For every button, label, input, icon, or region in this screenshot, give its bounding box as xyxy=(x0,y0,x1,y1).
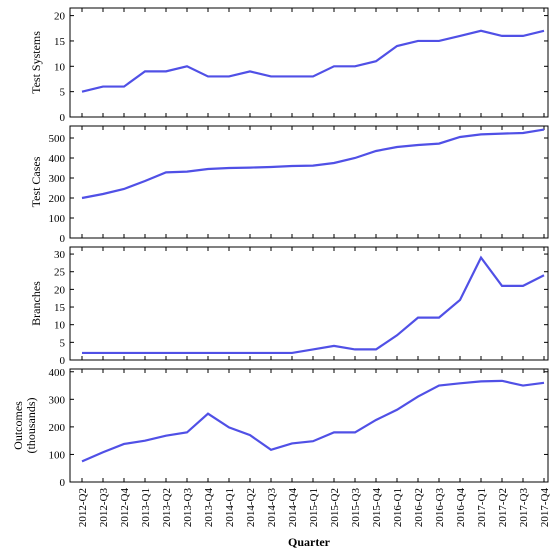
y-axis-label-line: (thousands) xyxy=(24,398,38,454)
y-tick-label: 100 xyxy=(49,449,66,461)
y-tick-label: 200 xyxy=(49,422,66,434)
x-tick-label: 2012-Q3 xyxy=(98,488,110,528)
y-axis-label-line: Branches xyxy=(29,281,43,326)
y-axis-label-line: Outcomes xyxy=(11,401,25,450)
y-tick-label: 5 xyxy=(60,337,66,349)
y-axis-label: Test Cases xyxy=(29,156,43,207)
x-axis-label: Quarter xyxy=(288,535,331,549)
y-tick-label: 300 xyxy=(49,394,66,406)
y-tick-label: 400 xyxy=(49,367,66,379)
y-tick-label: 20 xyxy=(54,284,66,296)
series-line xyxy=(81,29,545,93)
y-axis-label-line: Test Systems xyxy=(29,31,43,94)
series-line xyxy=(81,379,545,463)
x-tick-label: 2012-Q4 xyxy=(119,488,131,528)
y-tick-label: 10 xyxy=(54,320,66,332)
x-tick-label: 2013-Q3 xyxy=(182,488,194,528)
x-tick-label: 2013-Q4 xyxy=(203,488,215,528)
plot-frame xyxy=(69,246,549,361)
y-tick-label: 5 xyxy=(60,87,66,99)
y-tick-label: 200 xyxy=(49,193,66,205)
x-tick-label: 2017-Q3 xyxy=(518,488,530,528)
x-tick-label: 2017-Q1 xyxy=(476,488,488,527)
plot-frame xyxy=(69,368,549,483)
y-tick-label: 0 xyxy=(60,355,66,367)
x-tick-label: 2013-Q1 xyxy=(140,488,152,527)
y-tick-label: 10 xyxy=(54,61,66,73)
x-tick-label: 2013-Q2 xyxy=(161,488,173,527)
series-line xyxy=(81,128,545,200)
x-tick-label: 2015-Q2 xyxy=(329,488,341,527)
plot-frame xyxy=(69,125,549,239)
plot-frame xyxy=(69,7,549,118)
y-axis-label-line: Test Cases xyxy=(29,156,43,207)
x-tick-label: 2015-Q1 xyxy=(308,488,320,527)
y-tick-label: 0 xyxy=(60,477,66,489)
y-tick-label: 100 xyxy=(49,213,66,225)
y-tick-label: 500 xyxy=(49,133,66,145)
y-axis-label: Outcomes(thousands) xyxy=(11,398,38,454)
y-axis-label: Branches xyxy=(29,281,43,326)
x-tick-label: 2017-Q4 xyxy=(539,488,551,528)
x-tick-label: 2015-Q3 xyxy=(350,488,362,528)
y-tick-label: 15 xyxy=(54,36,66,48)
y-axis-label: Test Systems xyxy=(29,31,43,94)
y-tick-label: 30 xyxy=(54,249,66,261)
x-tick-label: 2016-Q4 xyxy=(455,488,467,528)
x-tick-label: 2016-Q1 xyxy=(392,488,404,527)
y-tick-label: 0 xyxy=(60,233,66,245)
x-tick-label: 2014-Q4 xyxy=(287,488,299,528)
series-line xyxy=(82,255,545,355)
x-tick-label: 2017-Q2 xyxy=(497,488,509,527)
x-tick-label: 2012-Q2 xyxy=(77,488,89,527)
x-tick-label: 2014-Q2 xyxy=(245,488,257,527)
x-tick-label: 2015-Q4 xyxy=(371,488,383,528)
y-tick-label: 400 xyxy=(49,153,66,165)
y-tick-label: 25 xyxy=(54,267,66,279)
y-tick-label: 15 xyxy=(54,302,66,314)
x-tick-label: 2016-Q3 xyxy=(434,488,446,528)
x-tick-label: 2016-Q2 xyxy=(413,488,425,527)
y-tick-label: 20 xyxy=(54,11,66,23)
y-tick-label: 0 xyxy=(60,112,66,124)
y-tick-label: 300 xyxy=(49,173,66,185)
x-tick-label: 2014-Q1 xyxy=(224,488,236,527)
x-tick-label: 2014-Q3 xyxy=(266,488,278,528)
